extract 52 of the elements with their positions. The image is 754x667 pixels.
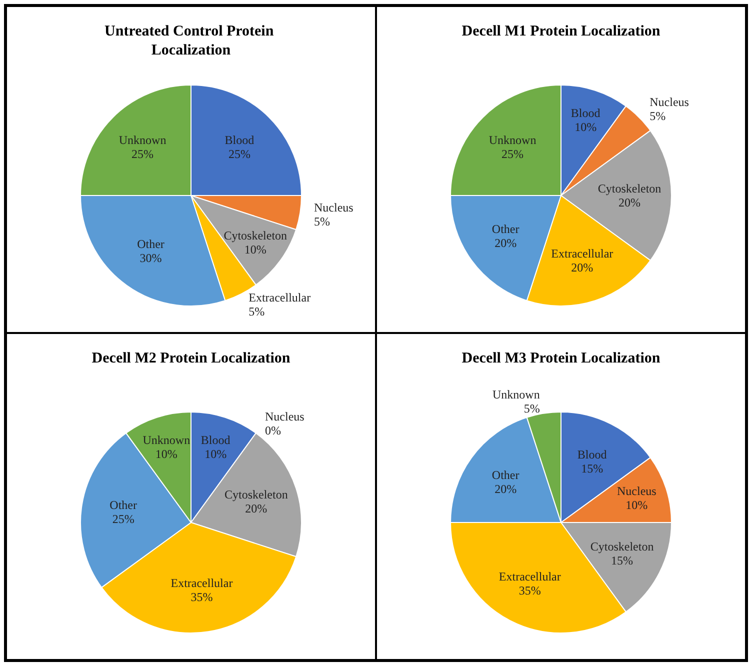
chart-title: Untreated Control Protein Localization: [104, 24, 278, 58]
slice-label: Other: [492, 468, 520, 482]
slice-label: Blood: [570, 106, 600, 120]
data-label: 25%: [228, 147, 250, 162]
data-label: 20%: [571, 260, 594, 275]
data-label: 25%: [132, 147, 154, 162]
slice-label: Other: [137, 236, 164, 251]
chart-title: Decell M1 Protein Localization: [462, 24, 661, 40]
data-label: 15%: [611, 554, 634, 568]
slice-label: Other: [492, 222, 520, 236]
data-label: 5%: [314, 214, 330, 229]
slice-label: Other: [110, 498, 137, 512]
data-label: 10%: [626, 498, 648, 512]
data-label: 25%: [502, 147, 524, 162]
data-label: 10%: [244, 242, 266, 256]
slice-label: Blood: [200, 432, 230, 447]
data-label: 35%: [190, 590, 213, 604]
category-label: Nucleus: [265, 409, 304, 424]
data-label: 20%: [618, 196, 641, 210]
data-label: 5%: [524, 402, 540, 416]
slice-label: Cytoskeleton: [224, 228, 288, 242]
data-label: 10%: [155, 446, 178, 461]
data-label: 20%: [494, 482, 517, 496]
slice-label: Extracellular: [498, 570, 561, 584]
slice-label: Cytoskeleton: [598, 182, 662, 196]
slice-label: Cytoskeleton: [590, 540, 654, 554]
slice-label: Blood: [577, 447, 607, 462]
slice-label: Blood: [224, 133, 254, 148]
slice-label: Unknown: [118, 133, 166, 148]
data-label: 10%: [204, 446, 227, 461]
data-label: 5%: [650, 108, 666, 123]
slice-label: Unknown: [142, 432, 190, 447]
data-label: 15%: [581, 461, 604, 476]
chart-title: Decell M2 Protein Localization: [92, 350, 291, 366]
data-label: 20%: [245, 501, 268, 516]
data-label: 5%: [248, 304, 265, 319]
text: 0%: [265, 423, 282, 438]
slice-label: Nucleus: [617, 484, 657, 498]
slice-label: Nucleus: [650, 94, 690, 109]
chart-title: Decell M3 Protein Localization: [462, 350, 661, 366]
slice-label: Nucleus: [314, 200, 354, 215]
slice-label: Extracellular: [551, 246, 614, 261]
data-label: 25%: [112, 512, 134, 526]
slice-label: Unknown: [492, 388, 540, 402]
data-label: 35%: [518, 584, 541, 598]
slice-label: Unknown: [488, 133, 536, 148]
data-label: 30%: [140, 250, 162, 265]
slice-label: Extracellular: [248, 290, 311, 305]
data-label: 20%: [494, 236, 517, 250]
slice-label: Extracellular: [170, 576, 233, 590]
slice-label: Cytoskeleton: [224, 487, 288, 502]
data-label: 10%: [574, 120, 597, 134]
